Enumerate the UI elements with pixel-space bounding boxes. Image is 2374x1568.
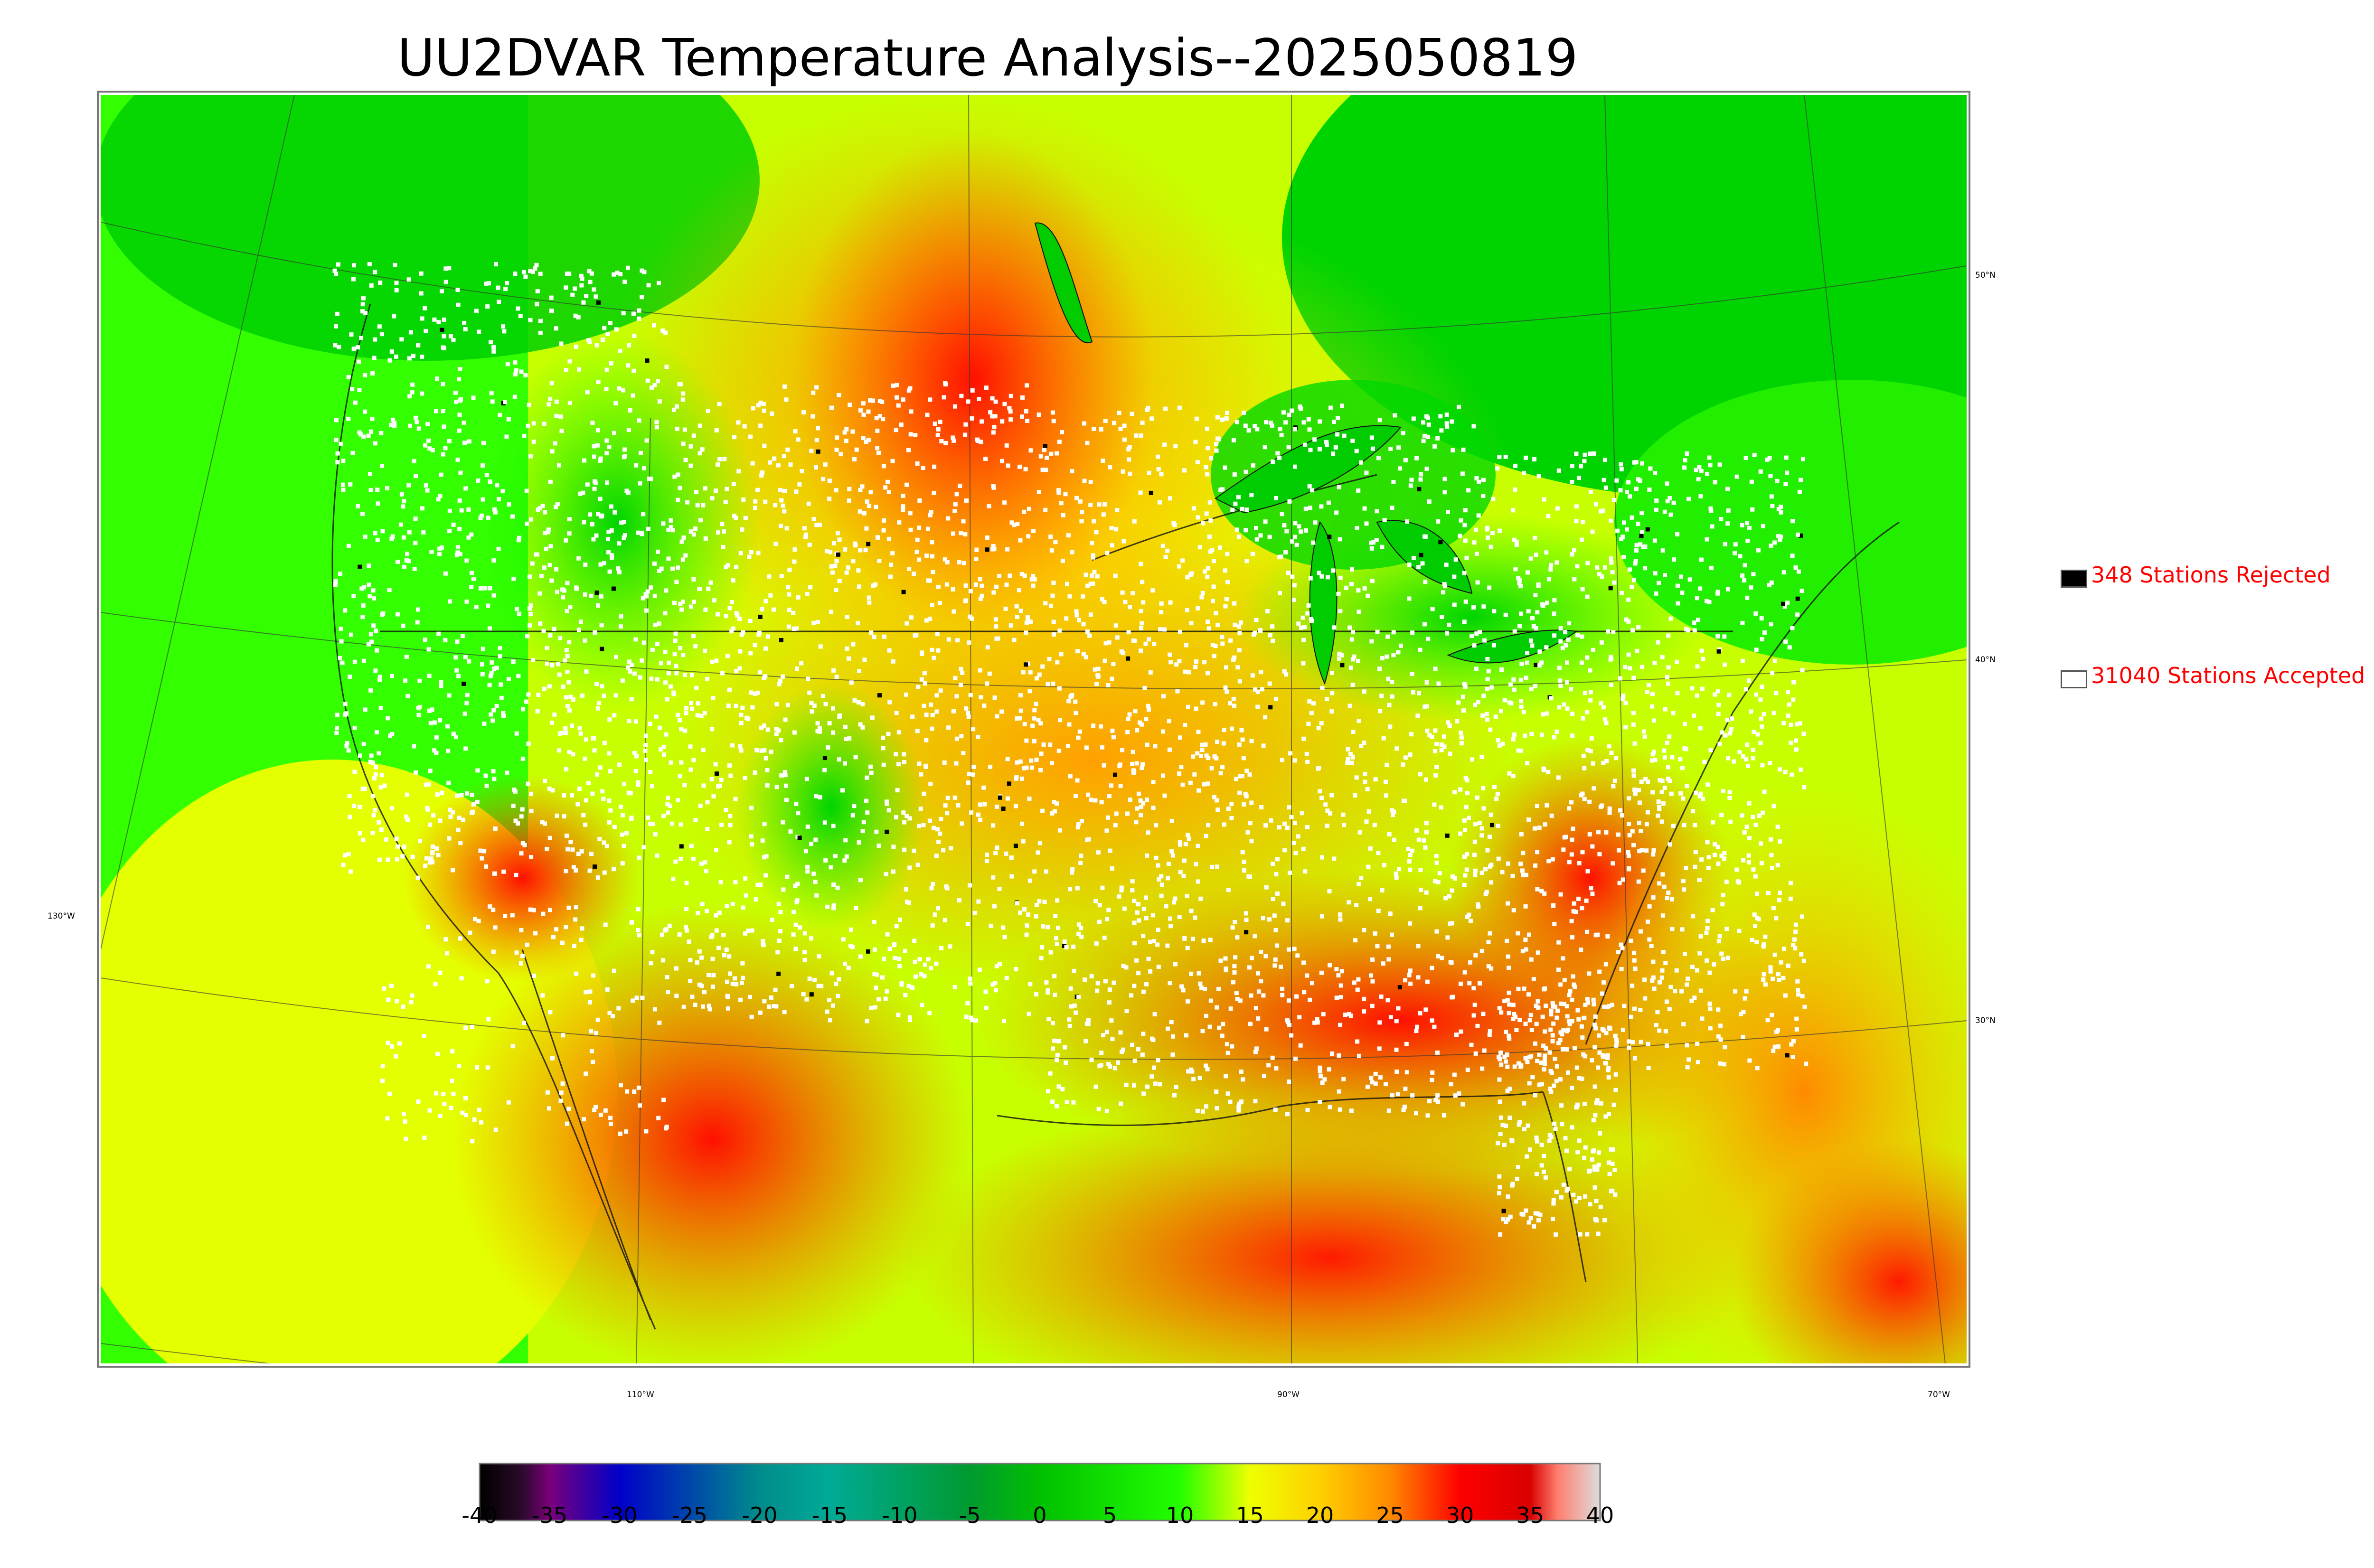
legend-rejected-swatch: [2061, 570, 2087, 588]
lon-label-130: 130°W: [47, 911, 75, 921]
colorbar-tick-label: -15: [811, 1502, 848, 1528]
colorbar-tick-label: -25: [671, 1502, 708, 1528]
colorbar-tick-label: -5: [959, 1502, 981, 1528]
colorbar-tick-label: -30: [602, 1502, 638, 1528]
colorbar-tick-label: 40: [1586, 1502, 1614, 1528]
colorbar-tick-label: 25: [1376, 1502, 1404, 1528]
lat-label-50: 50°N: [1975, 271, 1996, 280]
station-dots: [332, 262, 1809, 1237]
colorbar-tick-label: 35: [1516, 1502, 1544, 1528]
colorbar-tick-label: 0: [1033, 1502, 1047, 1528]
legend-rejected-label: 348 Stations Rejected: [2091, 562, 2331, 588]
colorbar-tick-label: 5: [1102, 1502, 1117, 1528]
colorbar-tick-label: 30: [1446, 1502, 1474, 1528]
colorbar-tick-label: -35: [531, 1502, 568, 1528]
colorbar-tick-label: 20: [1306, 1502, 1334, 1528]
colorbar-tick-label: -10: [882, 1502, 918, 1528]
colorbar: [479, 1463, 1601, 1521]
lat-label-40: 40°N: [1975, 655, 1996, 665]
lon-label-90: 90°W: [1277, 1390, 1300, 1399]
lon-label-70: 70°W: [1928, 1390, 1950, 1399]
colorbar-tick-label: 15: [1236, 1502, 1264, 1528]
map-title: UU2DVAR Temperature Analysis--2025050819: [397, 28, 1578, 88]
colorbar-tick-label: -40: [462, 1502, 498, 1528]
legend-accepted-label: 31040 Stations Accepted: [2091, 663, 2365, 688]
lat-label-30: 30°N: [1975, 1016, 1996, 1025]
colorbar-gradient: [479, 1463, 1601, 1521]
colorbar-tick-label: 10: [1166, 1502, 1194, 1528]
lon-label-110: 110°W: [627, 1390, 654, 1399]
legend-accepted-swatch: [2061, 670, 2087, 688]
colorbar-tick-label: -20: [742, 1502, 778, 1528]
